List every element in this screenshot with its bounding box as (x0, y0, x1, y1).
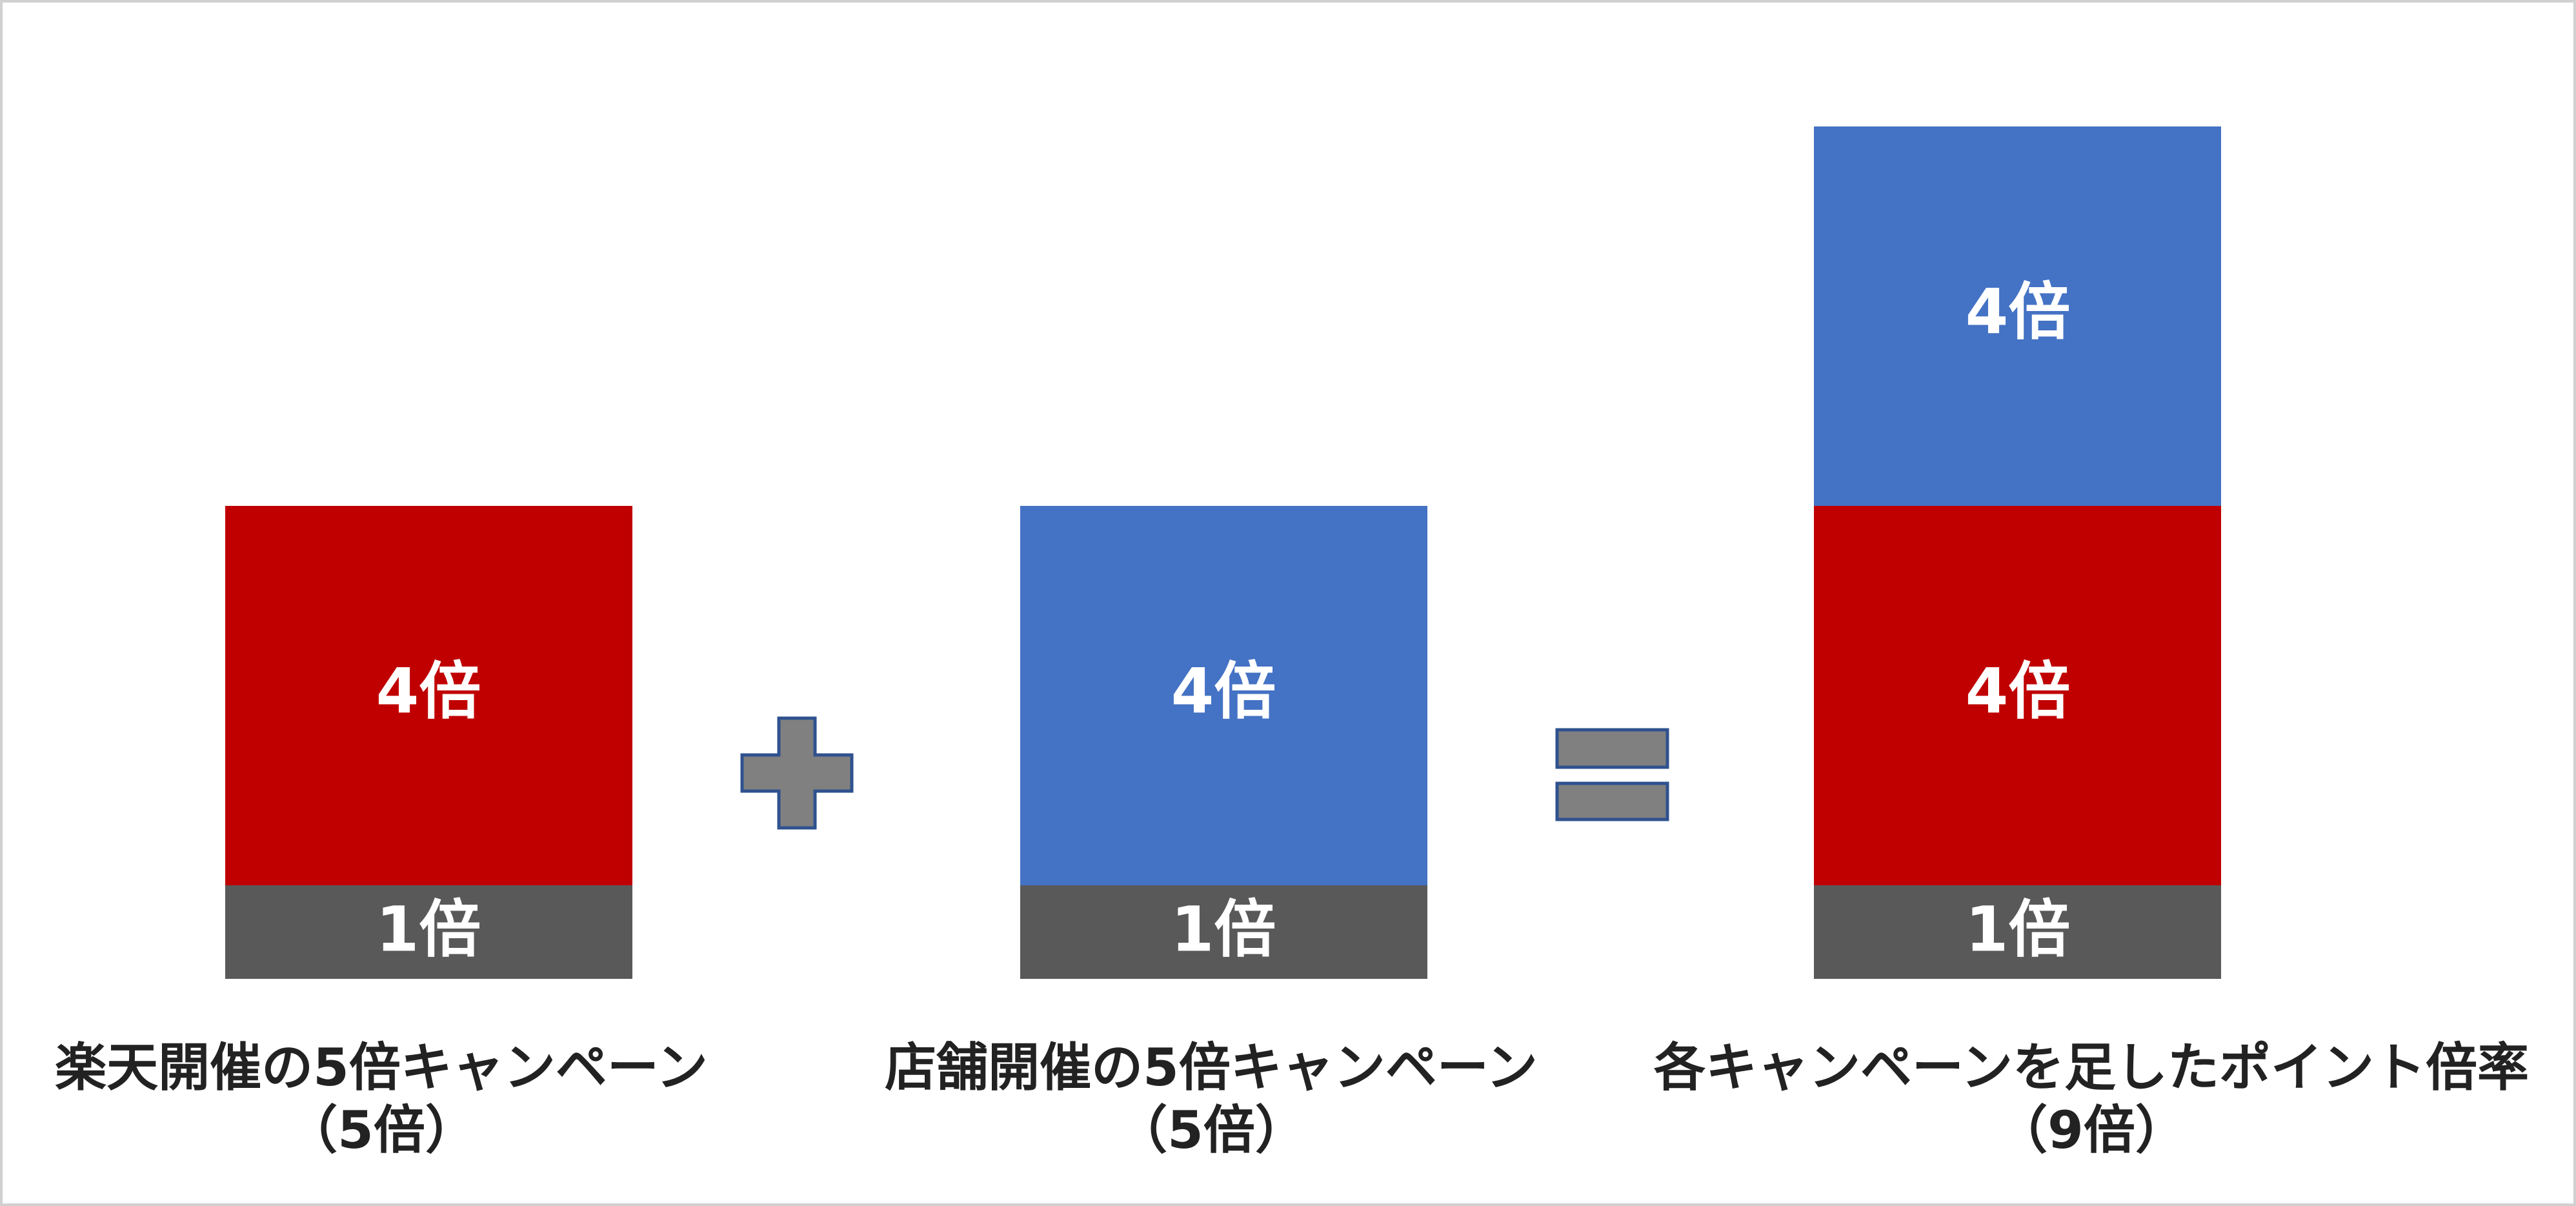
segment-label: 1倍 (376, 893, 481, 965)
segment (225, 885, 632, 979)
equals-sign (1555, 781, 1669, 821)
segment (1020, 506, 1427, 885)
equals-sign (1555, 728, 1669, 769)
segment-label: 1倍 (1966, 893, 2071, 965)
total: （9倍） (1996, 1100, 2187, 1160)
segment-label: 4倍 (1966, 276, 2071, 348)
segment-label: 4倍 (1171, 655, 1276, 727)
segment (1814, 126, 2221, 506)
caption: 各キャンペーンを足したポイント倍率 (1654, 1038, 2529, 1098)
segment (225, 506, 632, 885)
segment-label: 1倍 (1171, 893, 1276, 965)
total: （5倍） (286, 1100, 477, 1160)
total: （5倍） (1116, 1100, 1307, 1160)
segment-label: 4倍 (376, 655, 481, 727)
segment (1020, 885, 1427, 979)
plus-sign (740, 716, 854, 830)
caption: 店舗開催の5倍キャンペーン (885, 1038, 1538, 1098)
segment-label: 4倍 (1966, 655, 2071, 727)
segment (1814, 506, 2221, 885)
segment (1814, 885, 2221, 979)
caption: 楽天開催の5倍キャンペーン (55, 1038, 708, 1098)
